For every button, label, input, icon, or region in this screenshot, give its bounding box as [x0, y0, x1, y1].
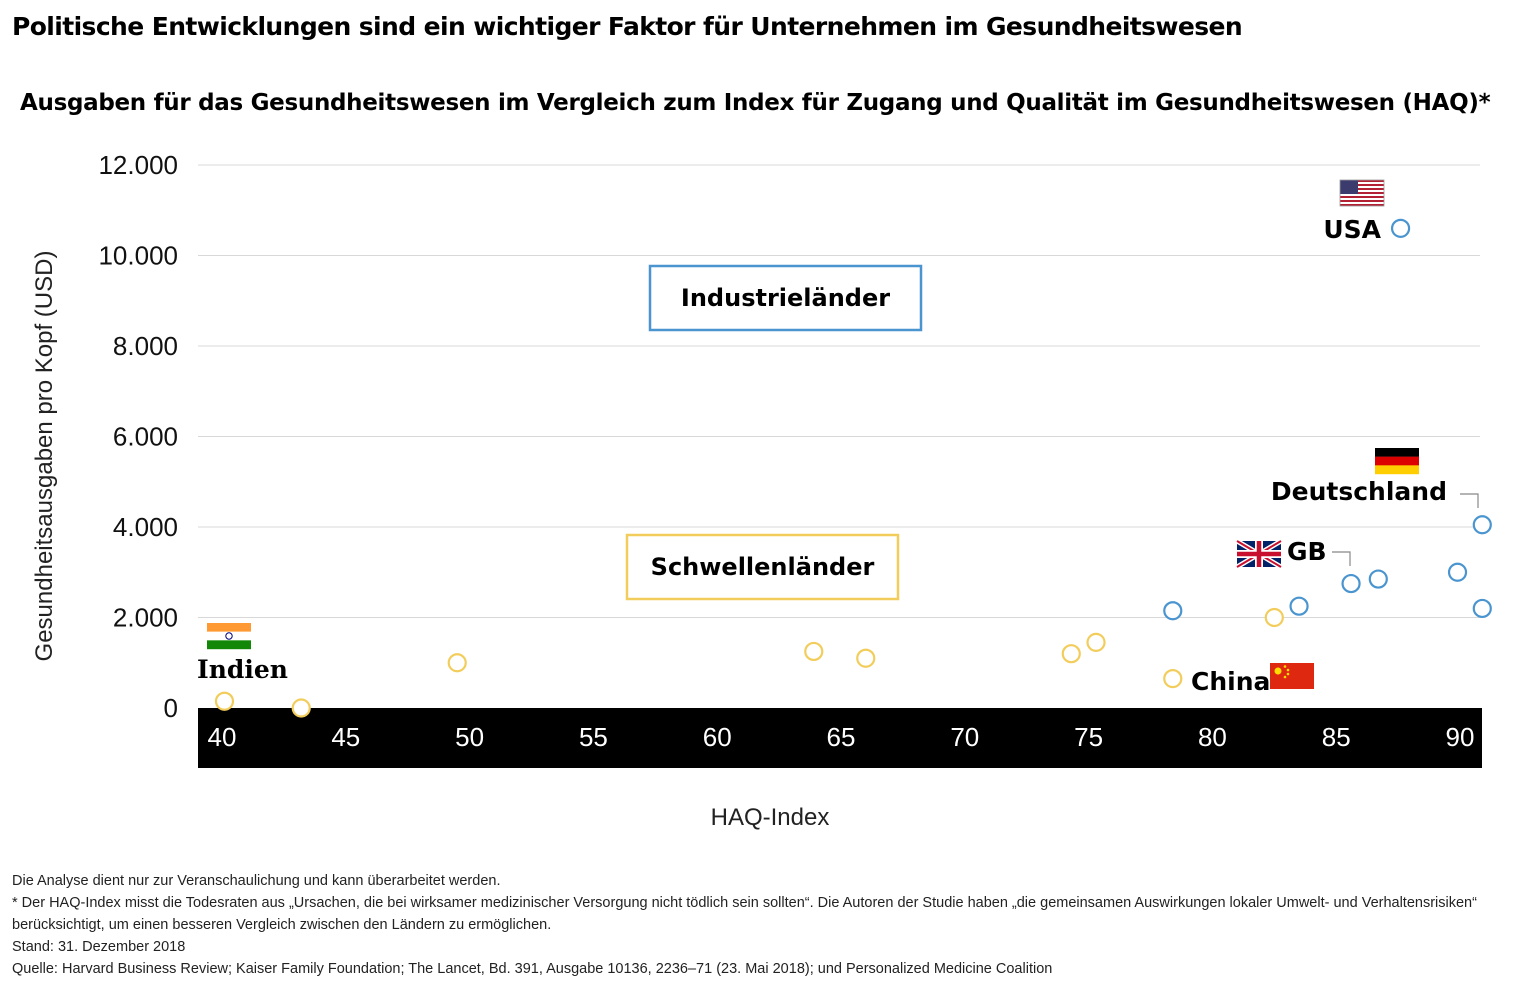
x-tick-label: 45 — [331, 722, 360, 752]
x-tick-label: 80 — [1198, 722, 1227, 752]
data-point — [1061, 644, 1081, 664]
chart-footer: Die Analyse dient nur zur Veranschaulich… — [12, 870, 1502, 980]
data-point — [1163, 668, 1183, 689]
footer-source: Quelle: Harvard Business Review; Kaiser … — [12, 961, 1053, 977]
y-tick-label: 8.000 — [113, 331, 178, 361]
y-tick-label: 6.000 — [113, 422, 178, 452]
x-axis-band — [198, 708, 1482, 768]
y-tick-label: 12.000 — [98, 150, 178, 180]
legend-emerging-label: Schwellenländer — [651, 553, 875, 581]
y-tick-label: 4.000 — [113, 512, 178, 542]
germany-flag-icon — [1375, 448, 1419, 475]
y-axis-label: Gesundheitsausgaben pro Kopf (USD) — [31, 251, 58, 662]
data-point — [447, 653, 467, 673]
data-point — [856, 648, 876, 668]
footer-date: Stand: 31. Dezember 2018 — [12, 939, 186, 955]
x-tick-label: 60 — [703, 722, 732, 752]
data-point — [1163, 601, 1183, 621]
india-flag-icon — [207, 623, 251, 650]
label-deutschland: Deutschland — [1271, 477, 1447, 506]
uk-flag-icon — [1235, 538, 1283, 570]
label-gb: GB — [1287, 537, 1327, 566]
legend-industrial-label: Industrieländer — [681, 284, 890, 312]
data-point — [1341, 573, 1361, 594]
data-point — [1472, 515, 1492, 535]
data-point — [291, 698, 311, 718]
legend-emerging-box — [625, 533, 900, 601]
x-tick-label: 65 — [827, 722, 856, 752]
data-point — [1289, 596, 1309, 616]
data-point — [1368, 569, 1388, 589]
x-tick-label: 50 — [455, 722, 484, 752]
data-point — [1447, 562, 1468, 582]
data-point — [1390, 218, 1411, 238]
label-china: China — [1191, 667, 1270, 696]
data-point — [1086, 632, 1106, 652]
footer-disclaimer: Die Analyse dient nur zur Veranschaulich… — [12, 873, 501, 889]
data-point — [804, 641, 824, 662]
scatter-chart: 0 2.000 4.000 6.000 8.000 10.000 12.000 40 45 50 5… — [31, 150, 1492, 831]
chart-title: Ausgaben für das Gesundheitswesen im Ver… — [20, 90, 1491, 116]
label-indien: Indien — [197, 655, 288, 684]
us-flag-icon — [1339, 179, 1385, 207]
y-tick-label: 10.000 — [98, 241, 178, 271]
x-axis-label: HAQ-Index — [711, 804, 830, 831]
x-tick-label: 40 — [208, 722, 237, 752]
x-tick-label: 90 — [1446, 722, 1475, 752]
data-point — [1264, 607, 1284, 628]
footer-note: * Der HAQ-Index misst die Todesraten aus… — [12, 895, 1477, 933]
x-tick-label: 70 — [950, 722, 979, 752]
x-tick-label: 55 — [579, 722, 608, 752]
x-tick-label: 85 — [1322, 722, 1351, 752]
page-headline: Politische Entwicklungen sind ein wichti… — [12, 12, 1243, 41]
label-usa: USA — [1323, 215, 1381, 244]
y-tick-label: 0 — [164, 693, 178, 723]
gb-leader-line — [1332, 551, 1351, 566]
data-point — [214, 691, 235, 711]
data-point — [1472, 598, 1492, 619]
x-tick-label: 75 — [1074, 722, 1103, 752]
deutschland-leader-line — [1460, 493, 1479, 508]
legend-industrial-box — [648, 264, 923, 332]
y-tick-label: 2.000 — [113, 603, 178, 633]
china-flag-icon — [1270, 663, 1314, 689]
